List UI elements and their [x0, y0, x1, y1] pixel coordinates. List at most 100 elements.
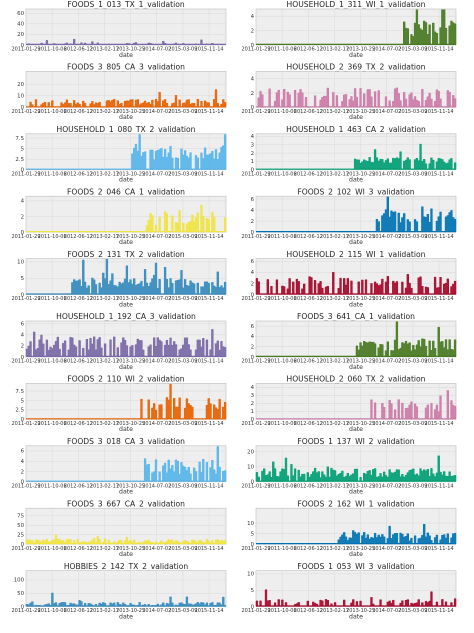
chart-panel: FOODS_3_641_CA_1_validation 0 2 4 6 2011-01-2… — [241, 312, 457, 371]
x-tick-label: 2011-01-29 — [241, 47, 270, 53]
x-axis-label: date — [349, 364, 363, 371]
x-tick-label: 2013-10-25 — [116, 359, 145, 365]
y-tick-label: 3 — [251, 142, 254, 148]
x-tick-label: 2011-01-29 — [241, 109, 270, 115]
y-tick-label: 4 — [21, 459, 25, 465]
x-tick-label: 2013-02-17 — [90, 47, 119, 53]
x-axis-label: date — [119, 114, 133, 121]
x-tick-label: 2014-07-02 — [372, 47, 401, 53]
y-tick-label: 2 — [251, 345, 254, 351]
sales-series — [255, 589, 457, 607]
x-tick-label: 2014-07-02 — [142, 171, 171, 177]
sales-series — [25, 534, 227, 544]
x-tick-label: 2015-03-09 — [398, 109, 427, 115]
y-tick-label: 20 — [17, 82, 24, 88]
x-tick-label: 2013-10-25 — [346, 109, 375, 115]
y-tick-label: 0 — [21, 542, 25, 548]
y-tick-label: 2 — [251, 151, 254, 157]
y-tick-label: 2 — [21, 214, 24, 220]
x-tick-label: 2011-10-06 — [38, 359, 67, 365]
x-axis-label: date — [119, 364, 133, 371]
x-tick-label: 2012-06-12 — [294, 483, 323, 489]
panel-title: FOODS_1_013_TX_1_validation — [67, 0, 185, 9]
x-tick-label: 2014-07-02 — [142, 608, 171, 614]
x-tick-label: 2015-03-09 — [398, 483, 427, 489]
y-tick-label: 10 — [17, 260, 24, 266]
y-tick-label: 0 — [251, 292, 255, 298]
y-tick-label: 6 — [251, 197, 255, 203]
y-tick-label: 4 — [21, 333, 25, 339]
x-tick-label: 2015-11-14 — [425, 546, 454, 552]
panel-title: FOODS_3_805_CA_3_validation — [67, 63, 185, 72]
x-tick-label: 2012-06-12 — [294, 171, 323, 177]
x-axis-label: date — [349, 613, 363, 620]
y-tick-label: 0 — [251, 604, 255, 610]
x-tick-label: 2013-02-17 — [90, 359, 119, 365]
panel-title: HOUSEHOLD_2_060_TX_2_validation — [287, 375, 426, 384]
x-tick-label: 2011-10-06 — [268, 109, 297, 115]
y-tick-label: 2.5 — [15, 157, 24, 163]
y-tick-label: 4 — [251, 270, 255, 276]
chart-panel: FOODS_1_053_WI_3_validation 0 5 10 2011-01-2… — [241, 562, 457, 620]
y-tick-label: 7.5 — [15, 389, 24, 395]
chart-panel: HOUSEHOLD_1_080_TX_2_validation 0 2.5 5 7.5 2… — [11, 125, 227, 184]
chart-panel: HOUSEHOLD_1_311_WI_1_validation 0 2 4 2011-0… — [241, 0, 457, 59]
x-tick-label: 2015-11-14 — [195, 608, 224, 614]
x-tick-label: 2011-10-06 — [38, 608, 67, 614]
y-tick-label: 4 — [251, 134, 255, 140]
y-tick-label: 0 — [21, 292, 25, 298]
y-tick-label: 0 — [251, 230, 255, 236]
x-tick-label: 2013-02-17 — [90, 421, 119, 427]
y-tick-label: 0 — [251, 355, 255, 361]
x-tick-label: 2012-06-12 — [64, 546, 93, 552]
x-tick-label: 2015-11-14 — [195, 421, 224, 427]
x-tick-label: 2013-10-25 — [346, 171, 375, 177]
x-axis-label: date — [349, 426, 363, 433]
x-tick-label: 2013-10-25 — [116, 109, 145, 115]
panel-title: FOODS_2_162_WI_1_validation — [297, 499, 414, 508]
y-tick-label: 0 — [21, 43, 25, 49]
x-tick-label: 2011-01-29 — [241, 546, 270, 552]
x-tick-label: 2014-07-02 — [372, 109, 401, 115]
sales-series — [26, 259, 227, 295]
y-tick-label: 7.5 — [15, 136, 24, 142]
panel-title: FOODS_3_018_CA_3_validation — [67, 437, 185, 446]
x-tick-label: 2011-10-06 — [268, 296, 297, 302]
chart-panel: HOUSEHOLD_1_463_CA_2_validation 0 1 2 3 4 2011… — [241, 125, 457, 184]
x-tick-label: 2015-03-09 — [168, 109, 197, 115]
x-axis-label: date — [119, 239, 133, 246]
x-axis-label: date — [119, 177, 133, 184]
x-tick-label: 2012-06-12 — [64, 234, 93, 240]
x-tick-label: 2013-02-17 — [90, 171, 119, 177]
chart-panel: HOUSEHOLD_2_369_TX_2_validation 0 2 4 2011-0… — [241, 63, 457, 121]
x-tick-label: 2013-10-25 — [116, 47, 145, 53]
x-axis-label: date — [119, 489, 133, 496]
x-axis-label: date — [349, 489, 363, 496]
x-tick-label: 2011-01-29 — [241, 483, 270, 489]
y-tick-label: 10 — [247, 572, 254, 578]
chart-panel: FOODS_2_110_WI_2_validation 0 2.5 5 7.5 2011-… — [11, 375, 227, 433]
x-tick-label: 2015-11-14 — [195, 47, 224, 53]
x-axis-label: date — [349, 551, 363, 558]
y-tick-label: 10 — [247, 465, 254, 471]
x-tick-label: 2011-10-06 — [38, 296, 67, 302]
chart-panel: FOODS_1_137_WI_2_validation 0 10 20 2011-01-… — [241, 437, 457, 496]
x-tick-label: 2014-07-02 — [142, 421, 171, 427]
x-tick-label: 2013-02-17 — [320, 546, 349, 552]
x-tick-label: 2013-10-25 — [346, 359, 375, 365]
x-tick-label: 2012-06-12 — [294, 421, 323, 427]
x-tick-label: 2013-10-25 — [346, 47, 375, 53]
x-tick-label: 2012-06-12 — [64, 359, 93, 365]
y-tick-label: 2 — [21, 344, 24, 350]
x-tick-label: 2012-06-12 — [64, 608, 93, 614]
y-tick-label: 0 — [21, 168, 25, 174]
y-tick-label: 5 — [251, 588, 254, 594]
x-tick-label: 2013-02-17 — [320, 109, 349, 115]
y-tick-label: 2 — [251, 219, 254, 225]
x-tick-label: 2013-10-25 — [116, 608, 145, 614]
y-tick-label: 2 — [251, 281, 254, 287]
x-tick-label: 2012-06-12 — [64, 47, 93, 53]
x-tick-label: 2011-10-06 — [38, 171, 67, 177]
plot-area — [25, 570, 227, 607]
